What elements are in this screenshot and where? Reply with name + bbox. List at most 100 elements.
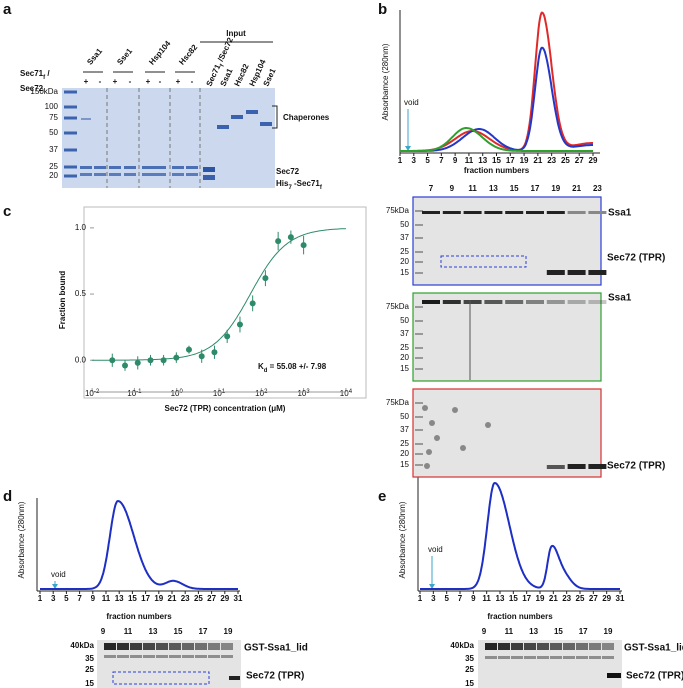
band <box>124 166 136 169</box>
x-axis-label: fraction numbers <box>106 612 172 621</box>
x-tick-label: 29 <box>602 594 611 603</box>
band <box>415 416 423 418</box>
text-part: Sec71 <box>20 69 44 78</box>
band <box>588 300 607 304</box>
band <box>550 643 562 650</box>
band <box>64 116 77 120</box>
band <box>576 656 588 659</box>
band <box>64 174 77 178</box>
lane-number: 15 <box>174 627 183 636</box>
x-tick-label: 23 <box>181 594 190 603</box>
x-tick-label: 104 <box>340 389 353 399</box>
band <box>246 110 258 114</box>
text-part: 10 <box>127 389 136 398</box>
band <box>537 656 549 659</box>
band <box>169 643 181 650</box>
band <box>203 175 215 180</box>
x-tick-label: 21 <box>533 156 542 165</box>
text-part: 10 <box>213 389 222 398</box>
x-tick-label: 17 <box>506 156 515 165</box>
band <box>186 166 198 169</box>
band <box>567 270 586 275</box>
lane-number: 21 <box>572 184 581 193</box>
lane-group-label: Hsp104 <box>147 39 173 67</box>
x-tick-label: 15 <box>492 156 501 165</box>
x-tick-label: 11 <box>482 594 491 603</box>
band <box>64 148 77 152</box>
band <box>64 131 77 135</box>
band <box>64 90 77 94</box>
gel-label: Ssa1 <box>608 208 632 219</box>
x-tick-label: 25 <box>561 156 570 165</box>
band <box>130 643 142 650</box>
band <box>94 173 106 176</box>
ladder-label: 15 <box>85 679 94 688</box>
chromatogram-trace <box>420 481 620 590</box>
text-part: 10 <box>85 389 94 398</box>
band <box>203 167 215 172</box>
band <box>442 211 461 214</box>
x-tick-label: 1 <box>398 156 403 165</box>
band <box>484 300 503 304</box>
ladder-label: 25 <box>49 162 58 171</box>
lane-number: 13 <box>149 627 158 636</box>
panel-letter: d <box>3 488 12 505</box>
band <box>172 166 184 169</box>
data-point <box>224 333 231 340</box>
text-part: 10 <box>255 389 264 398</box>
lane-number: 17 <box>531 184 540 193</box>
x-axis-label: Sec72 (TPR) concentration (μM) <box>165 404 286 413</box>
gel-label: Ssa1 <box>608 293 632 304</box>
band <box>588 270 607 275</box>
lane-number: 17 <box>199 627 208 636</box>
gel-spot <box>460 445 466 451</box>
band <box>217 125 229 129</box>
data-point <box>160 357 167 364</box>
right-label: His7 -Sec71f <box>276 179 323 190</box>
band <box>109 166 121 169</box>
band <box>231 115 243 119</box>
condition-label: Sec71f / <box>20 69 50 80</box>
band <box>415 272 423 274</box>
ladder-label: 37 <box>400 233 409 242</box>
gel-label: GST-Ssa1_lid <box>244 643 308 654</box>
band <box>142 166 154 169</box>
band <box>186 173 198 176</box>
chromatogram-trace <box>400 11 593 152</box>
panel-letter: b <box>378 1 387 18</box>
ladder-label: 35 <box>85 654 94 663</box>
lane-number: 19 <box>604 627 613 636</box>
gel-spot <box>429 420 435 426</box>
band <box>208 655 220 658</box>
lane-group-label: Sse1 <box>115 46 134 67</box>
void-arrowhead <box>52 584 58 589</box>
text-part: 10 <box>297 389 306 398</box>
data-point <box>287 234 294 241</box>
ladder-label: 25 <box>85 665 94 674</box>
text-part: 10 <box>171 389 180 398</box>
chromatogram-trace <box>400 127 593 152</box>
lane-number: 7 <box>429 184 434 193</box>
x-tick-label: 5 <box>444 594 449 603</box>
band <box>567 211 586 214</box>
band <box>415 210 423 212</box>
band <box>130 655 142 658</box>
band <box>498 643 510 650</box>
band <box>143 655 155 658</box>
x-tick-label: 23 <box>562 594 571 603</box>
x-tick-label: 9 <box>453 156 458 165</box>
band <box>415 333 423 335</box>
band <box>154 166 166 169</box>
x-tick-label: 19 <box>154 594 163 603</box>
lane-group-label: Ssa1 <box>85 46 104 67</box>
data-point <box>134 359 141 366</box>
band <box>546 300 565 304</box>
x-tick-label: 27 <box>589 594 598 603</box>
band <box>124 173 136 176</box>
kd-label: Kd = 55.08 +/- 7.98 <box>258 362 327 373</box>
x-tick-label: 25 <box>194 594 203 603</box>
x-tick-label: 7 <box>458 594 463 603</box>
ladder-label: 15 <box>400 460 409 469</box>
band <box>117 643 129 650</box>
void-label: void <box>51 570 66 579</box>
